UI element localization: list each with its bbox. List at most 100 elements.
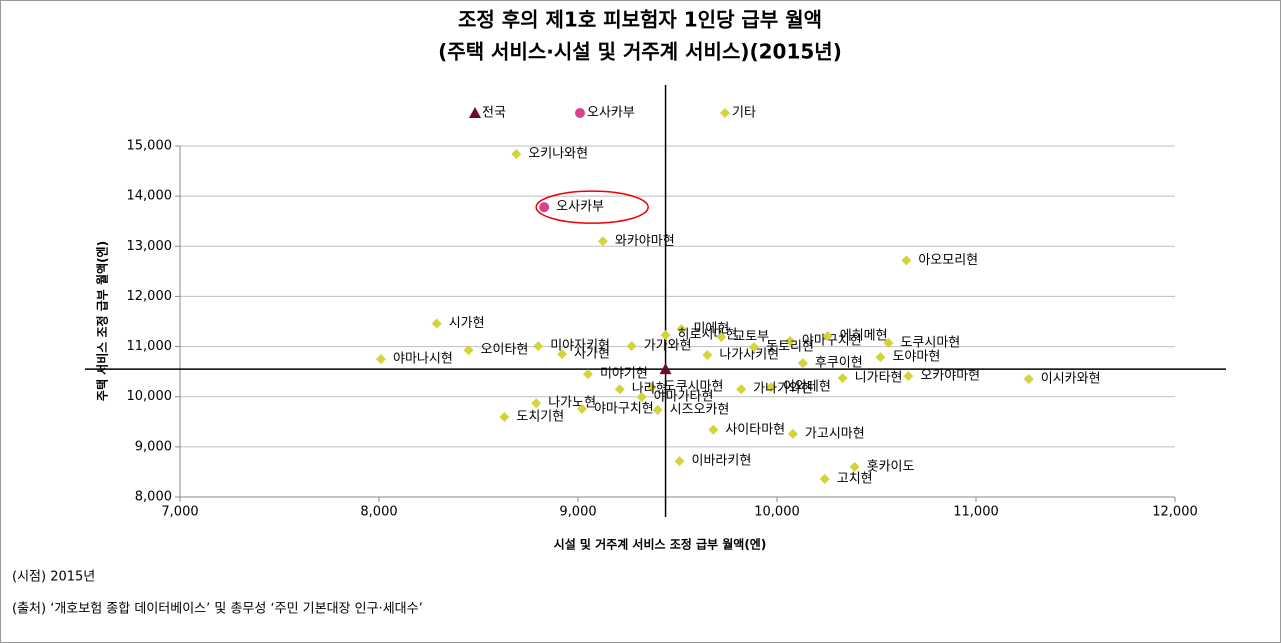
point-label: 이와테현	[783, 380, 831, 395]
point-label: 와카야마현	[615, 234, 675, 249]
point	[463, 345, 474, 356]
point	[787, 428, 798, 439]
point-label: 이시카와현	[1041, 372, 1101, 387]
point-label: 교토부	[733, 330, 769, 345]
point	[431, 318, 442, 329]
point-label: 미에현	[693, 322, 729, 337]
x-tick-label: 11,000	[953, 505, 999, 520]
point-label: 히로시마현	[678, 328, 738, 343]
x-tick-label: 10,000	[754, 505, 800, 520]
point-label: 돗토리현	[766, 340, 814, 355]
point-label: 도치기현	[516, 410, 564, 425]
y-tick-label: 12,000	[127, 289, 173, 304]
point-label: 시즈오카현	[670, 403, 730, 418]
point-label: 사가현	[574, 347, 610, 362]
point	[576, 403, 587, 414]
legend-marker	[575, 108, 585, 118]
point	[797, 358, 808, 369]
point-label: 가고시마현	[805, 426, 865, 441]
point	[676, 324, 687, 335]
highlight-ellipse	[535, 190, 649, 224]
note: (출처) ‘개호보험 종합 데이터베이스’ 및 총무성 ‘주민 기본대장 인구·…	[12, 602, 423, 617]
point	[375, 354, 386, 365]
legend-label: 기타	[732, 106, 756, 121]
point-label: 도야마현	[892, 350, 940, 365]
point	[766, 382, 777, 393]
point-label: 가가와현	[644, 339, 692, 354]
point-label: 오사카부	[556, 200, 604, 215]
point	[582, 369, 593, 380]
chart-title: (주택 서비스·시설 및 거주계 서비스)(2015년)	[438, 40, 842, 64]
point-label: 가나가와현	[753, 382, 813, 397]
point-label: 오카야마현	[920, 369, 980, 384]
point	[883, 338, 894, 349]
point-label: 도쿠시마현	[664, 380, 724, 395]
point	[819, 473, 830, 484]
point	[1023, 374, 1034, 385]
point-label: 후쿠이현	[815, 356, 863, 371]
point-label: 나가사키현	[719, 348, 779, 363]
x-tick-label: 12,000	[1152, 505, 1198, 520]
point-label: 야마구치현	[802, 334, 862, 349]
point	[702, 350, 713, 361]
point	[660, 330, 671, 341]
point-label: 미야자키현	[550, 339, 610, 354]
point-label: 오이타현	[481, 343, 529, 358]
point	[659, 363, 672, 375]
point-label: 이바라키현	[691, 454, 751, 469]
y-tick-label: 13,000	[127, 239, 173, 254]
point-label: 고치현	[837, 471, 873, 486]
point	[903, 371, 914, 382]
point-label: 니가타현	[855, 371, 903, 386]
x-axis-label: 시설 및 거주계 서비스 조정 급부 월액(엔)	[554, 537, 767, 552]
point	[533, 341, 544, 352]
point-label: 미야기현	[600, 367, 648, 382]
point	[875, 352, 886, 363]
point	[716, 332, 727, 343]
point-label: 도쿠시마현	[900, 336, 960, 351]
y-tick-label: 15,000	[127, 139, 173, 154]
point-label: 야마나시현	[393, 352, 453, 367]
x-tick-label: 7,000	[161, 505, 198, 520]
legend-marker	[720, 108, 730, 118]
y-axis-label: 주택 서비스 조정 급부 월액(엔)	[95, 241, 110, 401]
chart-title: 조정 후의 제1호 피보험자 1인당 급부 월액	[458, 8, 822, 32]
point	[511, 149, 522, 160]
point	[626, 341, 637, 352]
point	[614, 384, 625, 395]
point	[674, 456, 685, 467]
point	[901, 255, 912, 266]
point	[736, 384, 747, 395]
point	[531, 398, 542, 409]
point	[822, 331, 833, 342]
y-tick-label: 14,000	[127, 189, 173, 204]
point	[837, 373, 848, 384]
x-tick-label: 9,000	[559, 505, 596, 520]
point-label: 나가노현	[548, 396, 596, 411]
point	[749, 342, 760, 353]
point-label: 홋카이도	[867, 459, 915, 474]
point-label: 사이타마현	[725, 422, 785, 437]
point-label: 시가현	[449, 316, 485, 331]
point	[557, 349, 568, 360]
legend-label: 오사카부	[587, 106, 635, 121]
x-tick-label: 8,000	[360, 505, 397, 520]
point	[636, 391, 647, 402]
point-label: 야마구치현	[594, 401, 654, 416]
y-tick-label: 9,000	[135, 439, 172, 454]
legend-marker	[469, 107, 481, 118]
note: (시점) 2015년	[12, 570, 95, 585]
point	[499, 412, 510, 423]
point	[849, 461, 860, 472]
point	[708, 424, 719, 435]
point-label: 오키나와현	[528, 147, 588, 162]
point-label: 아오모리현	[918, 253, 978, 268]
legend-label: 전국	[482, 106, 506, 121]
point	[597, 236, 608, 247]
point	[539, 202, 550, 213]
y-tick-label: 10,000	[127, 389, 173, 404]
point-label: 야마가타현	[654, 389, 714, 404]
point	[652, 405, 663, 416]
